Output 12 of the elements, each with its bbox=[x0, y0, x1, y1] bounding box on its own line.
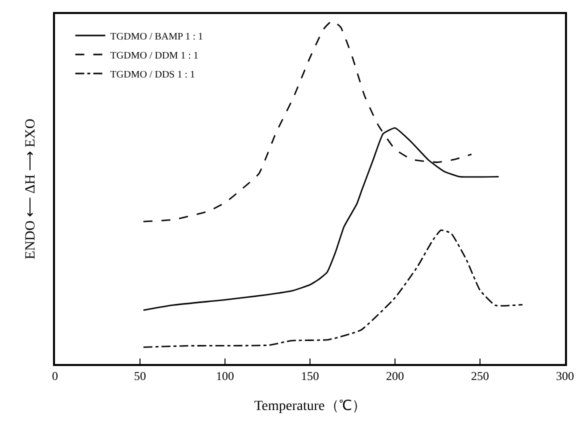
y-axis-title: ENDO ⟵ ΔH ⟶ EXO bbox=[23, 118, 38, 260]
x-tick-label: 100 bbox=[216, 369, 234, 384]
x-tick-label: 0 bbox=[52, 369, 58, 384]
legend-label: TGDMO / BAMP 1 : 1 bbox=[110, 31, 204, 42]
x-tick-label: 250 bbox=[471, 369, 489, 384]
x-tick-label: 50 bbox=[134, 369, 146, 384]
x-axis-title: Temperature（℃） bbox=[254, 398, 366, 414]
x-tick-label: 150 bbox=[301, 369, 319, 384]
x-tick-label: 200 bbox=[386, 369, 404, 384]
legend-label: TGDMO / DDS 1 : 1 bbox=[110, 69, 196, 80]
legend-label: TGDMO / DDM 1 : 1 bbox=[110, 50, 198, 62]
x-tick-label: 300 bbox=[556, 369, 574, 384]
